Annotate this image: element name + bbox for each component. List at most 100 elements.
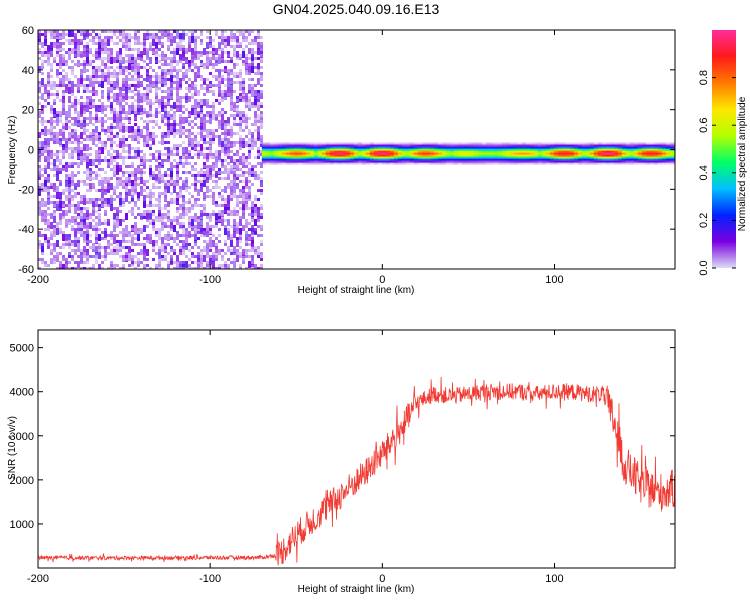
heatmap-cell [345, 156, 350, 159]
heatmap-cell [176, 42, 179, 45]
heatmap-cell [68, 252, 71, 255]
heatmap-cell [59, 99, 62, 102]
heatmap-cell [134, 42, 137, 45]
heatmap-cell [629, 154, 634, 157]
heatmap-cell [477, 154, 482, 157]
heatmap-cell [50, 222, 53, 229]
heatmap-cell [104, 30, 107, 33]
heatmap-cell [209, 129, 212, 132]
heatmap-cell [125, 129, 128, 132]
heatmap-cell [53, 141, 56, 144]
heatmap-cell [164, 102, 167, 105]
heatmap-cell [86, 201, 89, 204]
heatmap-cell [38, 168, 41, 171]
heatmap-cell [461, 162, 466, 165]
heatmap-cell [185, 72, 188, 75]
heatmap-cell [224, 219, 227, 222]
heatmap-cell [146, 141, 149, 144]
heatmap-cell [230, 114, 233, 117]
heatmap-cell [233, 180, 236, 183]
heatmap-cell [209, 255, 212, 258]
heatmap-cell [44, 126, 47, 129]
heatmap-cell [321, 144, 326, 147]
heatmap-cell [86, 258, 89, 261]
heatmap-cell [176, 234, 179, 237]
heatmap-cell [429, 154, 434, 157]
heatmap-cell [260, 84, 263, 87]
heatmap-cell [313, 162, 318, 165]
heatmap-cell [203, 195, 206, 198]
heatmap-cell [134, 156, 137, 159]
heatmap-cell [164, 33, 167, 36]
heatmap-cell [122, 186, 125, 189]
heatmap-cell [239, 216, 242, 219]
heatmap-cell [98, 156, 101, 159]
heatmap-cell [212, 117, 215, 120]
heatmap-cell [529, 158, 534, 161]
heatmap-cell [553, 154, 558, 157]
heatmap-cell [110, 159, 113, 162]
heatmap-cell [601, 144, 606, 147]
heatmap-cell [669, 160, 674, 163]
heatmap-cell [116, 168, 119, 175]
heatmap-cell [182, 228, 185, 231]
heatmap-cell [206, 132, 209, 135]
heatmap-cell [239, 264, 242, 267]
heatmap-cell [137, 93, 140, 96]
heatmap-cell [104, 159, 107, 162]
heatmap-cell [389, 160, 394, 163]
heatmap-cell [110, 81, 113, 84]
heatmap-cell [637, 156, 642, 159]
heatmap-cell [56, 189, 59, 192]
heatmap-cell [119, 219, 122, 226]
heatmap-cell [212, 165, 215, 168]
heatmap-cell [155, 135, 158, 138]
heatmap-cell [107, 177, 110, 180]
heatmap-cell [134, 168, 137, 175]
heatmap-cell [179, 45, 182, 48]
heatmap-cell [149, 75, 152, 78]
heatmap-cell [119, 102, 122, 105]
heatmap-cell [53, 36, 56, 39]
heatmap-cell [200, 30, 203, 33]
heatmap-cell [119, 105, 122, 108]
heatmap-cell [173, 117, 176, 120]
heatmap-cell [565, 142, 570, 145]
heatmap-cell [230, 102, 233, 105]
heatmap-cell [481, 152, 486, 155]
heatmap-cell [83, 261, 86, 264]
heatmap-cell [369, 160, 374, 163]
heatmap-cell [56, 54, 59, 57]
heatmap-cell [248, 78, 251, 81]
heatmap-cell [305, 148, 310, 151]
heatmap-cell [137, 237, 140, 240]
heatmap-cell [92, 201, 95, 208]
heatmap-cell [62, 93, 65, 96]
heatmap-cell [71, 177, 74, 180]
heatmap-cell [92, 81, 95, 84]
heatmap-cell [341, 156, 346, 159]
heatmap-cell [155, 267, 158, 269]
heatmap-cell [242, 162, 245, 165]
heatmap-cell [197, 51, 200, 54]
heatmap-cell [633, 142, 638, 145]
heatmap-cell [116, 186, 119, 189]
heatmap-cell [485, 156, 490, 159]
heatmap-cell [89, 183, 92, 190]
heatmap-cell [131, 135, 134, 138]
heatmap-cell [369, 152, 374, 155]
heatmap-cell [561, 152, 566, 155]
heatmap-cell [425, 152, 430, 155]
heatmap-cell [185, 234, 188, 237]
heatmap-cell [134, 150, 137, 153]
heatmap-cell [251, 267, 254, 269]
heatmap-cell [86, 138, 89, 141]
heatmap-cell [206, 255, 209, 258]
heatmap-cell [158, 237, 161, 240]
heatmap-cell [245, 186, 248, 189]
heatmap-cell [170, 192, 173, 195]
heatmap-cell [179, 78, 182, 81]
heatmap-cell [609, 144, 614, 147]
heatmap-cell [170, 66, 173, 69]
heatmap-cell [212, 135, 215, 138]
